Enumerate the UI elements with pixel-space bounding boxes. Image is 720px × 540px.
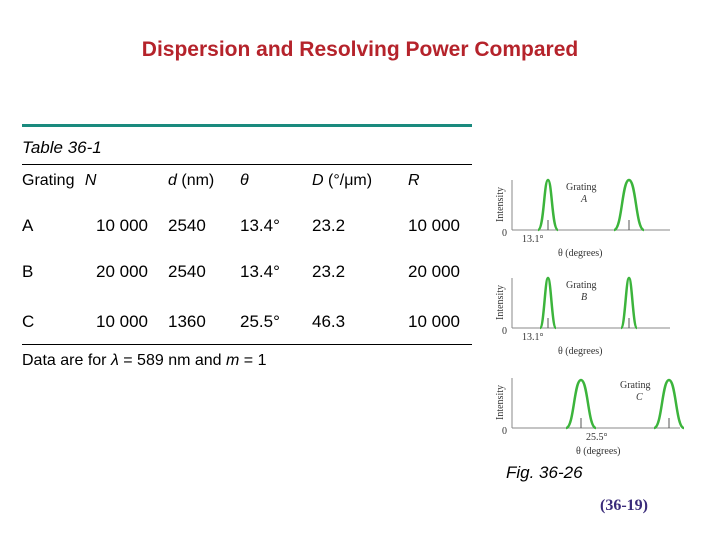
row-a-R: 10 000 <box>408 216 460 235</box>
graph-a-x-label: θ (degrees) <box>558 248 603 259</box>
graph-a-label: Grating <box>566 182 597 193</box>
graph-c-y-label: Intensity <box>495 385 506 420</box>
slide-title: Dispersion and Resolving Power Compared <box>141 38 579 61</box>
graph-b-peak-1 <box>538 276 558 330</box>
row-a-n: 10 000 <box>96 216 148 235</box>
row-c-d: 1360 <box>168 312 206 331</box>
graph-a-peak-1 <box>536 178 560 232</box>
graph-a-y-label: Intensity <box>495 187 506 222</box>
row-b-n: 20 000 <box>96 262 148 281</box>
header-grating-label: Grating <box>22 172 75 189</box>
table-note: Data are for λ = 589 nm and m = 1 <box>22 352 266 370</box>
graph-grating-b: Intensity 0 Grating B 13.1° θ (degrees) <box>490 270 690 360</box>
header-R: R <box>408 172 420 190</box>
graph-a-origin: 0 <box>502 228 507 239</box>
row-b-R: 20 000 <box>408 262 460 281</box>
graph-c-peak-2 <box>652 378 686 430</box>
row-c-n: 10 000 <box>96 312 148 331</box>
note-prefix: Data are for <box>22 352 111 369</box>
graph-a-angle: 13.1° <box>522 234 544 245</box>
header-D-symbol: D <box>312 172 324 189</box>
note-lambda: λ <box>110 352 119 369</box>
table-top-rule <box>22 124 472 127</box>
row-b-grating: B <box>22 262 34 281</box>
graph-b-origin: 0 <box>502 326 507 337</box>
page-reference: (36-19) <box>600 497 648 514</box>
header-theta-symbol: θ <box>240 172 249 189</box>
table-header-rule <box>22 164 472 165</box>
row-a-theta: 13.4° <box>240 216 280 235</box>
header-n-symbol: N <box>84 172 97 189</box>
figure-caption: Fig. 36-26 <box>506 463 583 482</box>
graph-c-letter: C <box>636 392 643 403</box>
graph-grating-c: Intensity 0 Grating C 25.5° θ (degrees) <box>490 370 690 460</box>
graph-b-x-label: θ (degrees) <box>558 346 603 357</box>
header-D: D (°/μm) <box>312 172 372 190</box>
graph-b-label: Grating <box>566 280 597 291</box>
header-theta: θ <box>240 172 249 190</box>
row-b-d: 2540 <box>168 262 206 281</box>
header-D-unit: (°/μm) <box>328 172 373 189</box>
header-d: d (nm) <box>168 172 214 190</box>
table-caption: Table 36-1 <box>22 138 102 157</box>
note-m: m <box>226 352 240 369</box>
row-c-theta: 25.5° <box>240 312 280 331</box>
row-b-theta: 13.4° <box>240 262 280 281</box>
note-middle: = 589 nm and <box>118 352 226 369</box>
header-d-symbol: d <box>168 172 177 189</box>
row-c-R: 10 000 <box>408 312 460 331</box>
graph-b-peak-2 <box>619 276 639 330</box>
row-a-d: 2540 <box>168 216 206 235</box>
row-a-grating: A <box>22 216 34 235</box>
graph-c-origin: 0 <box>502 426 507 437</box>
graph-c-angle: 25.5° <box>586 432 608 443</box>
graph-grating-a: Intensity 0 Grating A 13.1° θ (degrees) <box>490 172 690 262</box>
header-d-unit: (nm) <box>181 172 215 189</box>
graph-a-letter: A <box>580 194 588 205</box>
row-a-D: 23.2 <box>312 216 346 235</box>
graph-c-x-label: θ (degrees) <box>576 446 621 457</box>
row-c-D: 46.3 <box>312 312 346 331</box>
graph-c-peak-1 <box>564 378 598 430</box>
graph-b-angle: 13.1° <box>522 332 544 343</box>
graph-a-peak-2 <box>613 178 645 232</box>
graph-b-letter: B <box>581 292 587 303</box>
header-grating: Grating N <box>22 172 96 190</box>
row-b-D: 23.2 <box>312 262 346 281</box>
table-bottom-rule <box>22 344 472 345</box>
header-R-symbol: R <box>408 172 420 189</box>
note-suffix: = 1 <box>239 352 267 369</box>
graph-b-y-label: Intensity <box>495 285 506 320</box>
row-c-grating: C <box>22 312 35 331</box>
graph-c-label: Grating <box>620 380 651 391</box>
